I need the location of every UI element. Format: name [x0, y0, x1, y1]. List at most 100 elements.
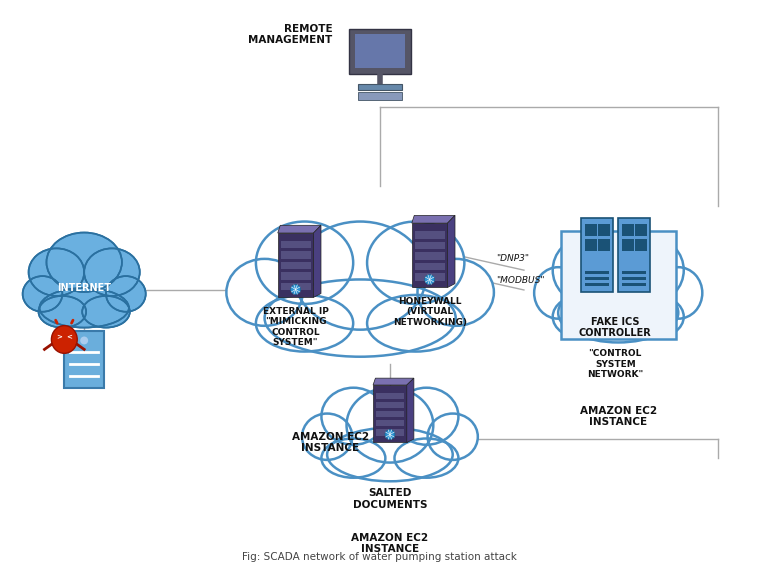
FancyBboxPatch shape: [280, 283, 311, 291]
FancyBboxPatch shape: [376, 420, 404, 426]
Ellipse shape: [256, 222, 353, 304]
Text: EXTERNAL IP
"MIMICKING
CONTROL
SYSTEM": EXTERNAL IP "MIMICKING CONTROL SYSTEM": [263, 307, 328, 347]
FancyBboxPatch shape: [415, 262, 444, 270]
Ellipse shape: [553, 295, 614, 339]
Ellipse shape: [394, 438, 459, 478]
Polygon shape: [407, 378, 414, 442]
FancyBboxPatch shape: [622, 282, 646, 285]
Ellipse shape: [46, 233, 122, 292]
FancyBboxPatch shape: [376, 402, 404, 408]
FancyBboxPatch shape: [585, 277, 609, 280]
Ellipse shape: [39, 296, 86, 328]
FancyBboxPatch shape: [415, 242, 444, 249]
Ellipse shape: [106, 276, 146, 312]
Polygon shape: [373, 378, 414, 385]
FancyBboxPatch shape: [622, 277, 646, 280]
Ellipse shape: [29, 248, 84, 296]
Ellipse shape: [39, 288, 129, 328]
Text: AMAZON EC2
INSTANCE: AMAZON EC2 INSTANCE: [352, 532, 428, 554]
Text: "MODBUS": "MODBUS": [496, 276, 545, 285]
Text: REMOTE
MANAGEMENT: REMOTE MANAGEMENT: [248, 23, 332, 45]
FancyBboxPatch shape: [585, 224, 597, 236]
Text: INTERNET: INTERNET: [57, 283, 111, 293]
Ellipse shape: [622, 238, 684, 302]
FancyBboxPatch shape: [585, 239, 597, 251]
Ellipse shape: [622, 295, 684, 339]
Ellipse shape: [321, 438, 385, 478]
Circle shape: [290, 285, 301, 295]
Ellipse shape: [23, 276, 62, 312]
FancyBboxPatch shape: [634, 224, 647, 236]
Circle shape: [385, 430, 395, 439]
Ellipse shape: [294, 222, 426, 329]
Ellipse shape: [428, 414, 478, 460]
Ellipse shape: [302, 414, 352, 460]
Ellipse shape: [46, 233, 122, 292]
FancyBboxPatch shape: [280, 272, 311, 280]
FancyBboxPatch shape: [415, 273, 444, 281]
Ellipse shape: [227, 259, 302, 326]
Text: "DNP3": "DNP3": [496, 254, 529, 263]
FancyBboxPatch shape: [581, 218, 612, 292]
FancyBboxPatch shape: [277, 233, 314, 297]
Ellipse shape: [346, 388, 434, 462]
Text: "CONTROL
SYSTEM
NETWORK": "CONTROL SYSTEM NETWORK": [587, 350, 644, 379]
FancyBboxPatch shape: [412, 223, 447, 288]
Text: AMAZON EC2
INSTANCE: AMAZON EC2 INSTANCE: [580, 406, 656, 427]
Ellipse shape: [82, 296, 130, 328]
FancyBboxPatch shape: [415, 231, 444, 238]
FancyBboxPatch shape: [634, 239, 647, 251]
FancyBboxPatch shape: [280, 241, 311, 249]
Ellipse shape: [327, 428, 453, 481]
FancyBboxPatch shape: [280, 252, 311, 259]
Ellipse shape: [367, 295, 465, 352]
FancyBboxPatch shape: [622, 239, 634, 251]
FancyBboxPatch shape: [561, 230, 676, 339]
FancyBboxPatch shape: [280, 262, 311, 269]
FancyBboxPatch shape: [622, 224, 634, 236]
Text: SALTED
DOCUMENTS: SALTED DOCUMENTS: [352, 488, 428, 509]
Ellipse shape: [654, 267, 703, 319]
Ellipse shape: [577, 238, 659, 321]
Text: AMAZON EC2
INSTANCE: AMAZON EC2 INSTANCE: [292, 431, 369, 453]
Text: >: >: [56, 335, 62, 340]
Ellipse shape: [39, 296, 86, 328]
Ellipse shape: [84, 248, 139, 296]
Polygon shape: [412, 215, 455, 223]
FancyBboxPatch shape: [415, 252, 444, 260]
Ellipse shape: [367, 222, 465, 304]
Circle shape: [80, 336, 88, 344]
FancyBboxPatch shape: [376, 393, 404, 399]
FancyBboxPatch shape: [376, 411, 404, 417]
Polygon shape: [314, 225, 321, 297]
FancyBboxPatch shape: [598, 224, 609, 236]
Text: <: <: [67, 335, 72, 340]
FancyBboxPatch shape: [598, 239, 609, 251]
Ellipse shape: [23, 276, 62, 312]
Ellipse shape: [265, 280, 456, 357]
FancyBboxPatch shape: [349, 29, 411, 74]
Text: Fig: SCADA network of water pumping station attack: Fig: SCADA network of water pumping stat…: [242, 552, 516, 562]
Text: FAKE ICS
CONTROLLER: FAKE ICS CONTROLLER: [579, 317, 652, 338]
Ellipse shape: [84, 248, 139, 296]
FancyBboxPatch shape: [64, 331, 104, 388]
Ellipse shape: [553, 238, 614, 302]
FancyBboxPatch shape: [373, 385, 407, 442]
FancyBboxPatch shape: [622, 270, 646, 274]
FancyBboxPatch shape: [585, 270, 609, 274]
Ellipse shape: [558, 283, 678, 343]
Ellipse shape: [534, 267, 582, 319]
Ellipse shape: [82, 296, 130, 328]
FancyBboxPatch shape: [376, 429, 404, 435]
Ellipse shape: [29, 248, 84, 296]
Circle shape: [424, 274, 434, 285]
Ellipse shape: [39, 288, 129, 328]
Ellipse shape: [106, 276, 146, 312]
Polygon shape: [277, 225, 321, 233]
Ellipse shape: [256, 295, 353, 352]
Ellipse shape: [321, 388, 385, 445]
FancyBboxPatch shape: [585, 282, 609, 285]
Ellipse shape: [394, 388, 459, 445]
Ellipse shape: [52, 325, 77, 354]
Polygon shape: [447, 215, 455, 288]
